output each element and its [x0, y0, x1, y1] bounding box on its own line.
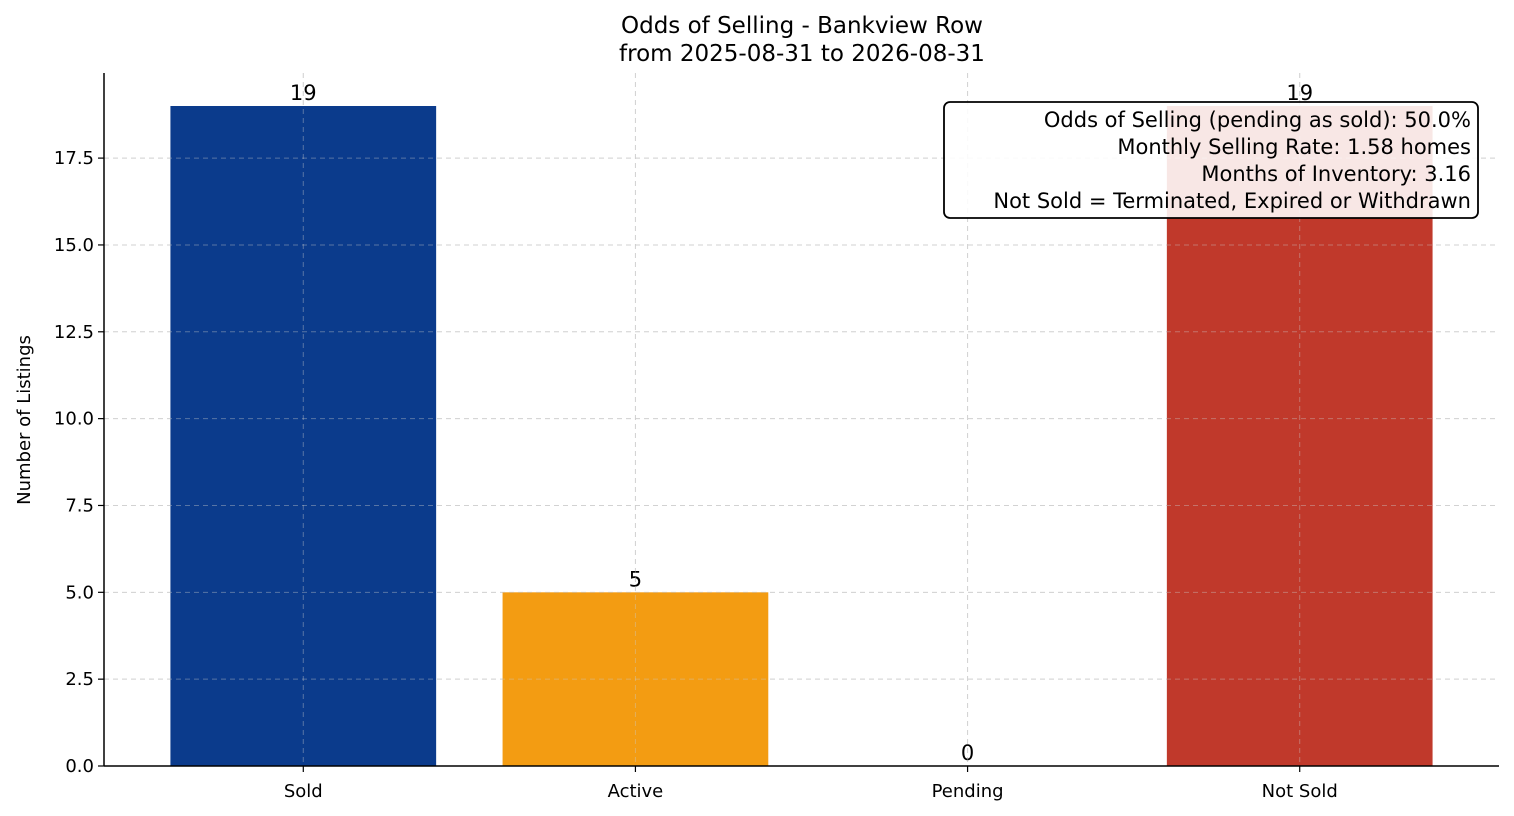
y-tick-label: 7.5: [65, 495, 94, 516]
annotation-line: Monthly Selling Rate: 1.58 homes: [1117, 135, 1471, 159]
y-tick-label: 10.0: [54, 409, 94, 430]
bar-sold: [170, 106, 437, 766]
bar-active: [502, 592, 769, 766]
y-tick-label: 0.0: [65, 756, 94, 777]
annotation-line: Odds of Selling (pending as sold): 50.0%: [1044, 108, 1471, 132]
bar-value-label: 0: [961, 741, 974, 765]
bar-value-label: 5: [629, 567, 642, 591]
chart-subtitle: from 2025-08-31 to 2026-08-31: [619, 41, 985, 67]
x-tick-label: Not Sold: [1262, 781, 1338, 802]
x-tick-label: Pending: [932, 781, 1004, 802]
annotation-line: Not Sold = Terminated, Expired or Withdr…: [993, 189, 1471, 213]
bar-value-label: 19: [1286, 81, 1313, 105]
y-tick-label: 15.0: [54, 235, 94, 256]
annotation-line: Months of Inventory: 3.16: [1201, 162, 1471, 186]
axes-layer: 0.0 2.5 5.0 7.5 10.0 12.5 15.0 17.5 Sold Active Pe…: [54, 73, 1499, 802]
chart-title: Odds of Selling - Bankview Row: [621, 13, 983, 39]
x-tick-label: Sold: [284, 781, 323, 802]
y-axis-label: Number of Listings: [14, 335, 35, 505]
bar-value-label: 19: [290, 81, 317, 105]
annotation-box: Odds of Selling (pending as sold): 50.0%…: [943, 101, 1479, 219]
y-tick-label: 2.5: [65, 669, 94, 690]
y-tick-label: 12.5: [54, 322, 94, 343]
annotation-frame: [943, 101, 1479, 219]
x-tick-label: Active: [608, 781, 664, 802]
y-tick-label: 17.5: [54, 148, 94, 169]
y-tick-label: 5.0: [65, 582, 94, 603]
